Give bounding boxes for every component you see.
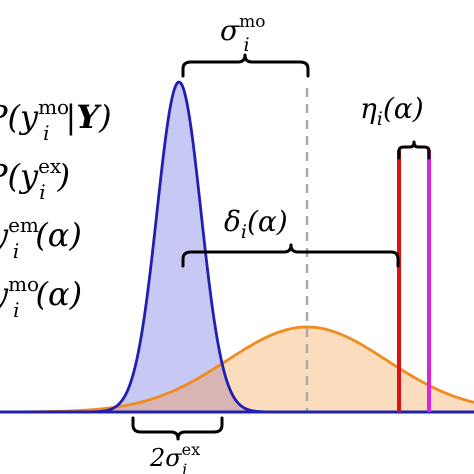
p-yi-mo-curve (89, 80, 271, 414)
eta-brace (397, 140, 431, 160)
legend-entry-yi-em: yemi(α) (0, 213, 82, 263)
sigma-mo-brace (181, 53, 310, 78)
delta-brace (181, 243, 400, 268)
sigma-mo-label: σmo i (220, 12, 265, 56)
delta-label: δi(α) (224, 205, 288, 243)
p-yi-mo-fill (90, 82, 270, 412)
sigma-ex-brace (131, 416, 224, 441)
p-yi-ex-fill (0, 327, 474, 412)
sigma-ex-label: 2σex i (149, 440, 200, 474)
eta-label: ηi(α) (360, 92, 424, 130)
